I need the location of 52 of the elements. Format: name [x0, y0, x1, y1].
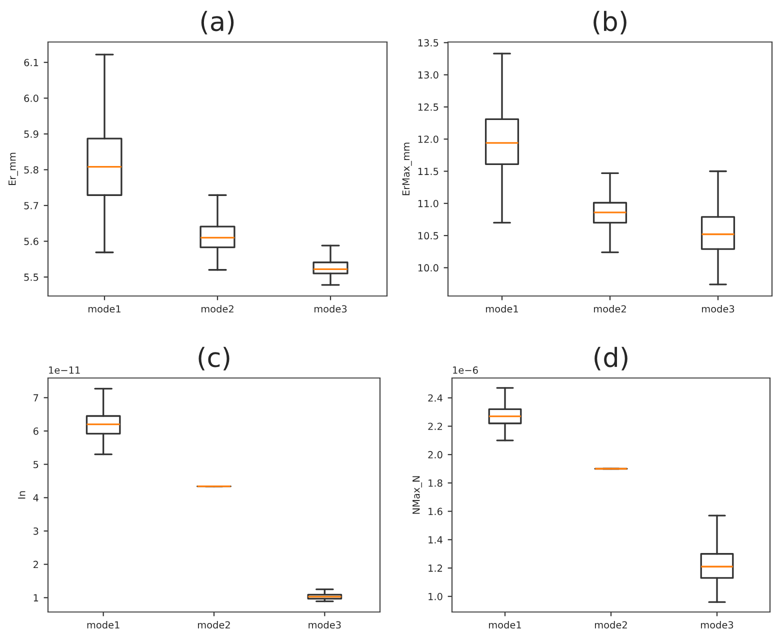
y-tick-label: 11.5: [418, 168, 438, 176]
y-tick-label: 2.0: [428, 451, 442, 458]
y-tick-label: 1.6: [428, 508, 442, 516]
y-tick-label: 6.0: [24, 94, 38, 102]
y-tick-label: 6: [33, 427, 38, 435]
y-tick-label: 5.7: [24, 202, 38, 210]
y-tick-label: 7: [34, 394, 38, 402]
x-tick-label: mode3: [308, 621, 341, 629]
y-tick-label: 2.2: [428, 422, 442, 430]
y-tick-label: 1.0: [428, 592, 442, 600]
y-tick-label: 5: [34, 460, 38, 468]
x-tick-label: mode3: [314, 305, 347, 313]
x-tick-label: mode2: [202, 305, 234, 313]
chart-title: (b): [594, 10, 626, 34]
y-axis-title: Er_mm: [8, 152, 18, 186]
y-tick-label: 12.5: [418, 103, 438, 111]
y-tick-label: 1.2: [428, 564, 442, 572]
y-axis-title: In: [18, 491, 26, 499]
y-tick-label: 13.5: [418, 39, 438, 46]
y-tick-label: 3: [34, 527, 38, 535]
chart-title: (a): [201, 10, 234, 34]
y-tick-label: 11.0: [418, 200, 438, 208]
y-tick-label: 2: [34, 560, 38, 568]
y-tick-label: 6.1: [24, 58, 38, 66]
y-axis-title: NMax_N: [412, 476, 422, 514]
y-tick-label: 12.0: [418, 136, 438, 143]
y-tick-label: 5.5: [24, 274, 38, 281]
x-tick-label: mode1: [87, 621, 120, 629]
text: 1e−11: [49, 366, 80, 374]
y-axis-title: ErMax_mm: [402, 142, 412, 196]
y-tick-label: 10.5: [418, 232, 438, 240]
y-tick-label: 1.4: [428, 536, 442, 544]
chart-title: (d): [594, 346, 628, 370]
chart-title: (c): [198, 346, 230, 370]
y-tick-label: 1: [34, 594, 38, 602]
y-tick-label: 5.8: [24, 166, 38, 174]
x-tick-label: mode2: [198, 621, 230, 629]
y-tick-label: 2.4: [428, 394, 442, 402]
y-tick-label: 5.6: [24, 238, 38, 246]
text: 1e−6: [453, 366, 478, 374]
x-tick-label: mode1: [88, 305, 120, 313]
x-tick-label: mode2: [594, 305, 626, 313]
x-tick-label: mode2: [595, 621, 627, 629]
y-tick-label: 10.0: [418, 264, 438, 272]
x-tick-label: mode3: [702, 305, 734, 313]
x-tick-label: mode1: [486, 305, 518, 313]
x-tick-label: mode1: [489, 621, 521, 629]
y-tick-label: 13.0: [418, 71, 438, 79]
y-tick-label: 5.9: [24, 130, 38, 138]
y-tick-label: 1.8: [428, 479, 442, 487]
x-tick-label: mode3: [701, 621, 734, 629]
y-tick-label: 4: [33, 494, 38, 502]
